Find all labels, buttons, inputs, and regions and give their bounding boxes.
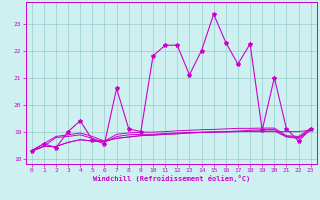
X-axis label: Windchill (Refroidissement éolien,°C): Windchill (Refroidissement éolien,°C) xyxy=(92,175,250,182)
